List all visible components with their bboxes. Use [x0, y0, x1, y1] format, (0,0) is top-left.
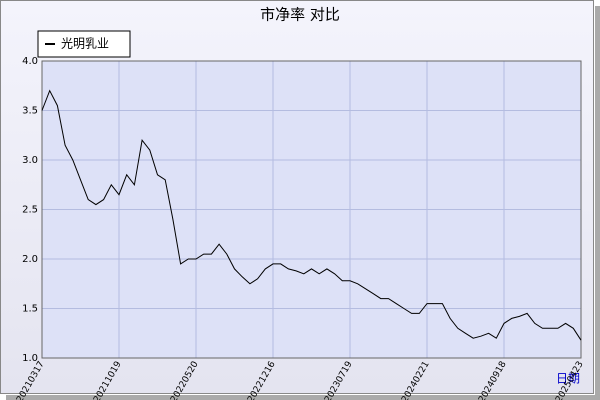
y-tick-label: 1.0	[22, 353, 38, 364]
x-axis-label: 日期	[556, 372, 580, 386]
legend-label: 光明乳业	[61, 37, 109, 51]
shadow	[6, 395, 600, 400]
plot-border	[41, 60, 582, 359]
legend	[37, 30, 131, 58]
y-tick-label: 3.0	[22, 155, 38, 166]
shadow	[595, 6, 600, 400]
y-tick-label: 3.5	[22, 106, 38, 117]
chart-title: 市净率 对比	[260, 6, 340, 24]
line	[41, 89, 582, 341]
y-tick-label: 4.0	[22, 56, 38, 67]
y-tick-label: 2.0	[22, 254, 38, 265]
y-tick-label: 2.5	[22, 205, 38, 216]
y-tick-label: 1.5	[22, 304, 38, 315]
